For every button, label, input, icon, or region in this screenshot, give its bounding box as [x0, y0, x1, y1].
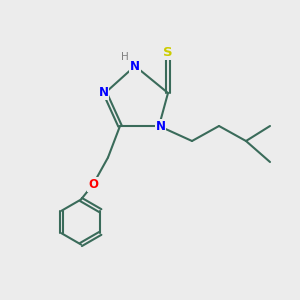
Text: S: S: [163, 46, 173, 59]
Text: N: N: [98, 86, 109, 100]
Text: O: O: [88, 178, 98, 191]
Text: H: H: [121, 52, 128, 62]
Text: N: N: [155, 119, 166, 133]
Text: N: N: [130, 59, 140, 73]
